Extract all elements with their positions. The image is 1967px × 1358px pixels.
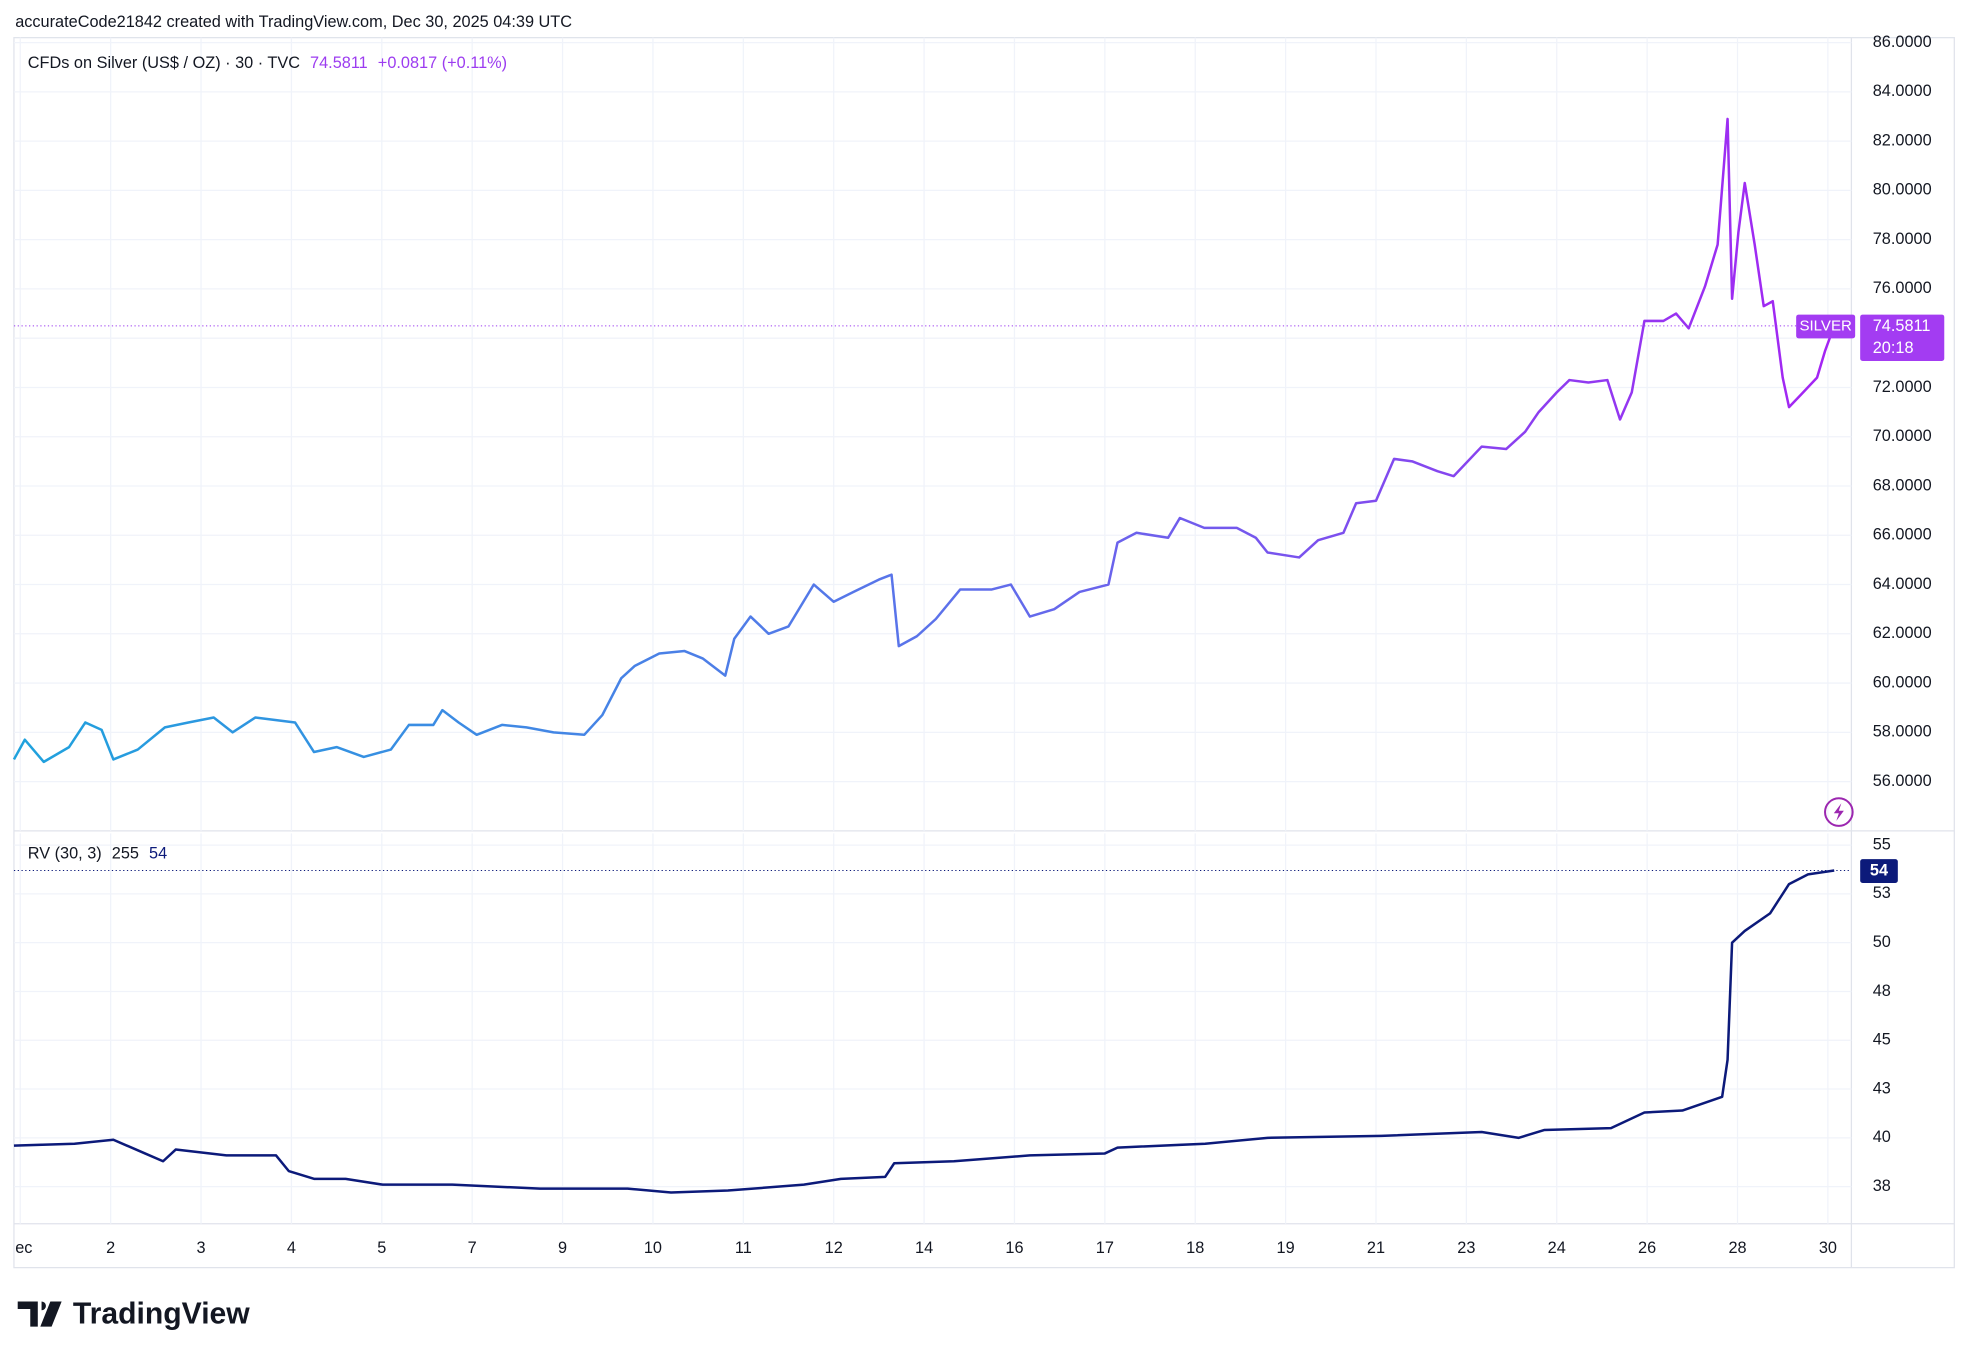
x-tick-label: 16	[1005, 1239, 1023, 1257]
y-tick-label: 60.0000	[1873, 673, 1932, 691]
plot	[12, 117, 1852, 1194]
x-tick-label: 7	[468, 1239, 477, 1257]
x-tick-label: 28	[1728, 1239, 1746, 1257]
y-tick-label: 70.0000	[1873, 427, 1932, 445]
symbol-label: SILVER	[1799, 317, 1852, 334]
rv-legend: RV (30, 3) 255 54	[28, 845, 167, 863]
y-tick-label: 72.0000	[1873, 378, 1932, 396]
legend-change: +0.0817 (+0.11%)	[378, 54, 507, 72]
y-tick-label: 76.0000	[1873, 279, 1932, 297]
y-tick-label: 80.0000	[1873, 181, 1932, 199]
grid	[13, 37, 1852, 1224]
frame	[13, 37, 1955, 1269]
y-tick-label: 82.0000	[1873, 131, 1932, 149]
y-tick-label: 56.0000	[1873, 772, 1932, 790]
x-tick-label: 30	[1819, 1239, 1837, 1257]
countdown-label: 20:18	[1873, 339, 1914, 357]
rv-param: 255	[112, 845, 139, 863]
price-line	[12, 117, 1836, 764]
legend: CFDs on Silver (US$ / OZ) · 30 · TVC 74.5…	[28, 54, 507, 72]
rv-line	[13, 869, 1835, 1194]
logo-text: TradingView	[73, 1297, 250, 1330]
x-tick-label: 11	[735, 1239, 752, 1257]
y-tick-label: 38	[1873, 1177, 1891, 1195]
logo: TradingView	[17, 1297, 250, 1330]
logo-mark	[17, 1301, 62, 1327]
x-tick-label: 9	[558, 1239, 567, 1257]
y-tick-label: 84.0000	[1873, 82, 1932, 100]
y-tick-label: 53	[1873, 884, 1891, 902]
y-tick-label: 68.0000	[1873, 476, 1932, 494]
y-tick-label: 58.0000	[1873, 723, 1932, 741]
x-tick-label: ec	[15, 1239, 32, 1257]
x-tick-label: 5	[377, 1239, 386, 1257]
y-tick-label: 50	[1873, 933, 1891, 951]
x-tick-label: 3	[196, 1239, 205, 1257]
header: accurateCode21842 created with TradingVi…	[15, 13, 572, 31]
y-tick-label: 78.0000	[1873, 230, 1932, 248]
symbol-badge	[1796, 314, 1856, 339]
y-tick-label: 40	[1873, 1128, 1891, 1146]
rv-title: RV (30, 3)	[28, 845, 102, 863]
x-tick-label: 4	[287, 1239, 296, 1257]
y-tick-label: 86.0000	[1873, 33, 1932, 51]
y-tick-label: 62.0000	[1873, 624, 1932, 642]
x-tick-label: 21	[1367, 1239, 1385, 1257]
x-tick-label: 23	[1457, 1239, 1475, 1257]
x-tick-label: 2	[106, 1239, 115, 1257]
y-tick-label: 48	[1873, 982, 1891, 1000]
rv-badge	[1860, 859, 1898, 884]
x-tick-label: 26	[1638, 1239, 1656, 1257]
x-tick-label: 18	[1186, 1239, 1204, 1257]
y-tick-label: 55	[1873, 835, 1891, 853]
rv-badge-label: 54	[1870, 861, 1888, 879]
rv-last: 54	[149, 845, 167, 863]
y-tick-label: 43	[1873, 1079, 1891, 1097]
alert-bolt	[1833, 803, 1844, 821]
x-tick-label: 14	[915, 1239, 933, 1257]
y-tick-label: 64.0000	[1873, 575, 1932, 593]
y-tick-label: 45	[1873, 1031, 1891, 1049]
legend-last: 74.5811	[310, 54, 368, 72]
y-tick-label: 66.0000	[1873, 526, 1932, 544]
legend-title: CFDs on Silver (US$ / OZ) · 30 · TVC	[28, 54, 300, 72]
x-tick-label: 10	[644, 1239, 662, 1257]
alert-icon[interactable]	[1824, 797, 1854, 827]
price-badge-label: 74.5811	[1873, 317, 1931, 335]
x-tick-label: 19	[1277, 1239, 1295, 1257]
x-tick-label: 24	[1548, 1239, 1566, 1257]
x-tick-label: 12	[825, 1239, 843, 1257]
price-badge	[1860, 314, 1945, 362]
x-tick-label: 17	[1096, 1239, 1114, 1257]
